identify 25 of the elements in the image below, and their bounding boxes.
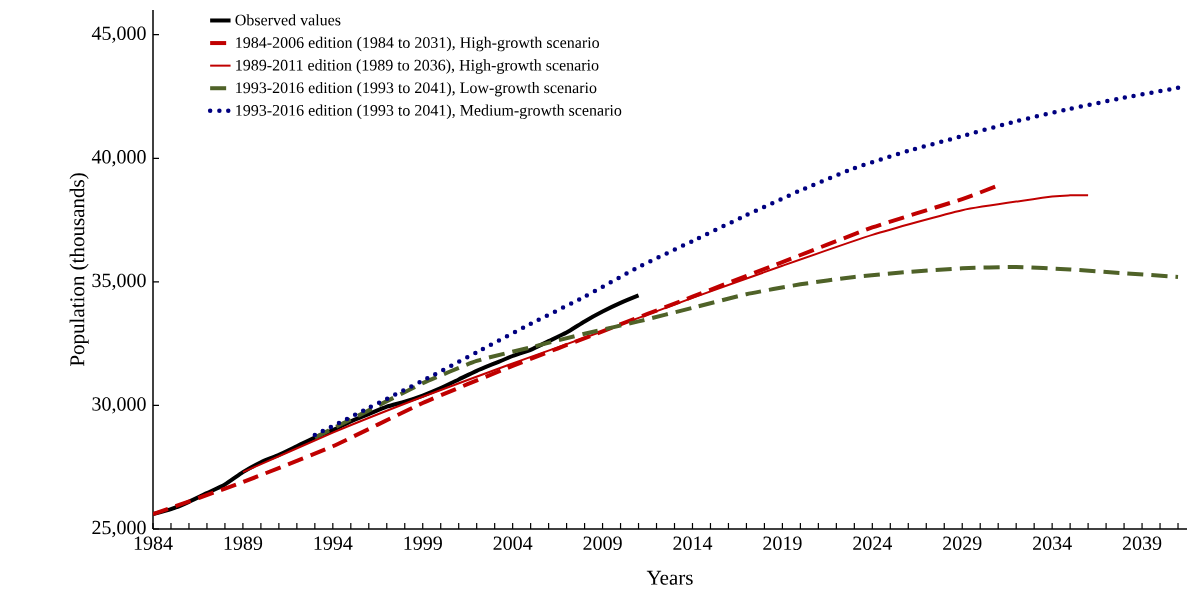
- x-tick-label: 2004: [493, 536, 533, 551]
- legend-label: Observed values: [235, 14, 341, 26]
- y-axis-title: Population (thousands): [69, 173, 89, 367]
- legend-label: 1984-2006 edition (1984 to 2031), High-growth scenario: [236, 36, 600, 52]
- x-tick-label: 2034: [1033, 536, 1072, 551]
- x-tick-label: 2014: [673, 536, 713, 551]
- legend-label: 1993-2016 edition (1993 to 2041), Low-growth scenario: [236, 81, 597, 97]
- legend-label: 1989-2011 edition (1989 to 2036), High-growth scenario: [236, 59, 599, 74]
- y-tick-label: 35,000: [92, 273, 146, 291]
- y-tick-label: 45,000: [91, 26, 146, 43]
- x-axis-title: Years: [646, 570, 693, 585]
- x-tick-label: 2009: [583, 536, 622, 551]
- x-tick-label: 1999: [404, 536, 442, 550]
- x-tick-label: 2024: [853, 536, 892, 551]
- x-tick-label: 1994: [314, 536, 353, 550]
- legend-label: 1993-2016 edition (1993 to 2041), Medium-growth scenario: [236, 104, 622, 120]
- x-tick-label: 2029: [943, 536, 982, 551]
- x-tick-label: 1989: [224, 536, 263, 551]
- x-tick-label: 2039: [1122, 536, 1162, 551]
- x-tick-label: 2019: [763, 536, 802, 551]
- y-tick-label: 30,000: [92, 397, 146, 414]
- y-tick-label: 40,000: [91, 150, 146, 167]
- y-tick-label: 25,000: [92, 520, 146, 538]
- line-series: [312, 265, 1181, 440]
- x-tick-label: 1984: [134, 536, 173, 551]
